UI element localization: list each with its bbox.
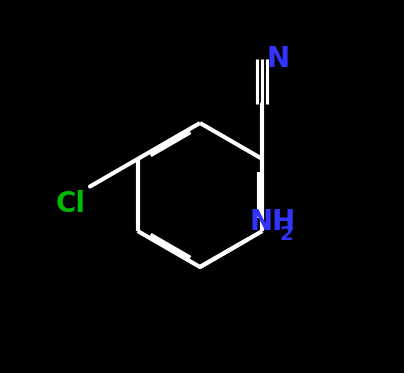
Text: N: N (266, 45, 290, 73)
Text: 2: 2 (280, 225, 293, 244)
Text: Cl: Cl (56, 191, 86, 219)
Text: NH: NH (250, 207, 296, 235)
